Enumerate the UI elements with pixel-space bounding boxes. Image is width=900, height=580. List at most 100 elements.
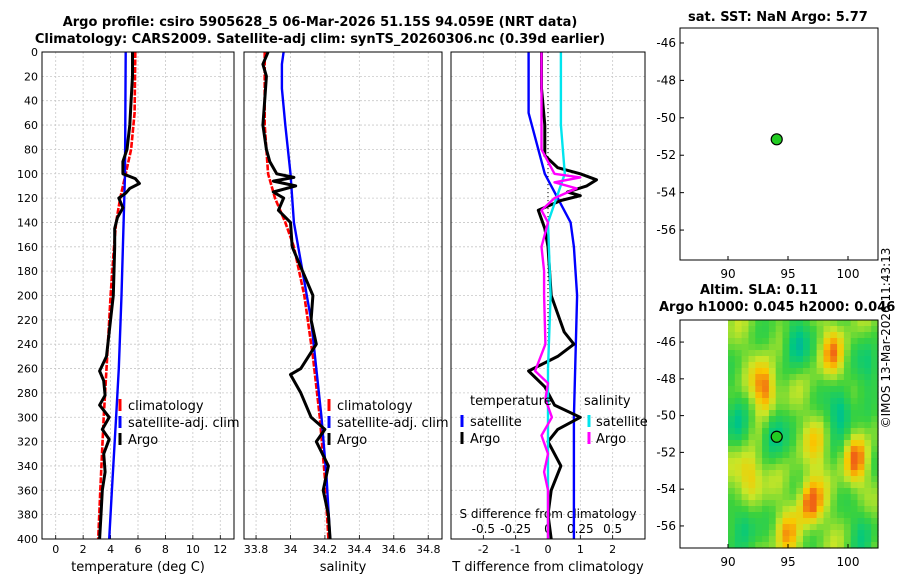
sla-cell bbox=[843, 452, 852, 459]
sla-cell bbox=[755, 356, 763, 363]
sla-cell bbox=[850, 506, 859, 513]
sla-cell bbox=[734, 338, 743, 345]
sla-cell bbox=[823, 494, 831, 501]
sla-cell bbox=[741, 530, 749, 537]
sla-cell bbox=[823, 398, 831, 405]
sla-cell bbox=[837, 392, 845, 399]
sla-cell bbox=[830, 416, 838, 423]
sla-cell bbox=[748, 374, 756, 381]
sla-cell bbox=[843, 398, 852, 405]
sla-cell bbox=[775, 392, 784, 399]
sla-cell bbox=[728, 494, 736, 501]
sla-cell bbox=[857, 404, 865, 411]
sla-cell bbox=[775, 542, 784, 549]
sla-cell bbox=[864, 410, 872, 417]
sla-argo-marker bbox=[770, 430, 783, 443]
sla-cell bbox=[803, 440, 811, 447]
sla-cell bbox=[728, 374, 736, 381]
sla-cell bbox=[830, 512, 838, 519]
sla-cell bbox=[850, 404, 859, 411]
sla-cell bbox=[796, 332, 804, 339]
diff-top-tick-label: 0.5 bbox=[603, 522, 622, 536]
sla-cell bbox=[789, 488, 797, 495]
sla-cell bbox=[782, 422, 790, 429]
sla-cell bbox=[850, 422, 859, 429]
sla-cell bbox=[843, 392, 852, 399]
sla-cell bbox=[843, 362, 852, 369]
sla-cell bbox=[762, 530, 770, 537]
sla-cell bbox=[850, 464, 859, 471]
sla-cell bbox=[809, 338, 818, 345]
sla-cell bbox=[850, 458, 859, 465]
sla-cell bbox=[768, 536, 777, 543]
sla-cell bbox=[782, 500, 790, 507]
sla-cell bbox=[796, 494, 804, 501]
sla-cell bbox=[857, 326, 865, 333]
sla-cell bbox=[762, 512, 770, 519]
sla-cell bbox=[843, 518, 852, 525]
sla-cell bbox=[843, 428, 852, 435]
sla-cell bbox=[734, 356, 743, 363]
sla-cell bbox=[871, 494, 879, 501]
sla-cell bbox=[748, 434, 756, 441]
sla-cell bbox=[803, 428, 811, 435]
sla-cell bbox=[809, 368, 818, 375]
sla-cell bbox=[796, 524, 804, 531]
depth-tick-label: 180 bbox=[17, 265, 38, 278]
sla-cell bbox=[803, 458, 811, 465]
sla-cell bbox=[768, 542, 777, 549]
depth-tick-label: 280 bbox=[17, 387, 38, 400]
sla-cell bbox=[775, 368, 784, 375]
sla-cell bbox=[809, 350, 818, 357]
sla-cell bbox=[782, 344, 790, 351]
depth-tick-label: 60 bbox=[24, 119, 38, 132]
sla-cell bbox=[741, 536, 749, 543]
sla-cell bbox=[809, 506, 818, 513]
sla-cell bbox=[843, 344, 852, 351]
sla-cell bbox=[775, 440, 784, 447]
sla-cell bbox=[796, 392, 804, 399]
sla-cell bbox=[871, 500, 879, 507]
sla-cell bbox=[803, 320, 811, 327]
sla-cell bbox=[809, 536, 818, 543]
sla-cell bbox=[741, 392, 749, 399]
sla-cell bbox=[823, 350, 831, 357]
sla-cell bbox=[830, 374, 838, 381]
sla-cell bbox=[823, 332, 831, 339]
sla-cell bbox=[782, 464, 790, 471]
sla-cell bbox=[837, 374, 845, 381]
sla-cell bbox=[837, 338, 845, 345]
sla-cell bbox=[775, 470, 784, 477]
sla-cell bbox=[871, 434, 879, 441]
sla-cell bbox=[837, 344, 845, 351]
sla-cell bbox=[775, 530, 784, 537]
sla-cell bbox=[734, 500, 743, 507]
sla-cell bbox=[775, 506, 784, 513]
sla-cell bbox=[782, 434, 790, 441]
sla-cell bbox=[857, 500, 865, 507]
sla-cell bbox=[816, 338, 824, 345]
sla-cell bbox=[837, 476, 845, 483]
sla-cell bbox=[871, 542, 879, 549]
sla-cell bbox=[762, 452, 770, 459]
sla-cell bbox=[823, 488, 831, 495]
sla-cell bbox=[816, 320, 824, 327]
sla-cell bbox=[857, 332, 865, 339]
sla-cell bbox=[782, 470, 790, 477]
sla-cell bbox=[755, 536, 763, 543]
sla-cell bbox=[871, 440, 879, 447]
sla-cell bbox=[796, 416, 804, 423]
sla-cell bbox=[823, 368, 831, 375]
sla-cell bbox=[837, 326, 845, 333]
sla-cell bbox=[789, 332, 797, 339]
sla-cell bbox=[837, 512, 845, 519]
sla-cell bbox=[864, 332, 872, 339]
sla-cell bbox=[850, 368, 859, 375]
sla-cell bbox=[871, 326, 879, 333]
sla-cell bbox=[755, 482, 763, 489]
sla-cell bbox=[748, 452, 756, 459]
sla-cell bbox=[741, 404, 749, 411]
sla-cell bbox=[857, 434, 865, 441]
sla-cell bbox=[755, 326, 763, 333]
sla-cell bbox=[857, 518, 865, 525]
